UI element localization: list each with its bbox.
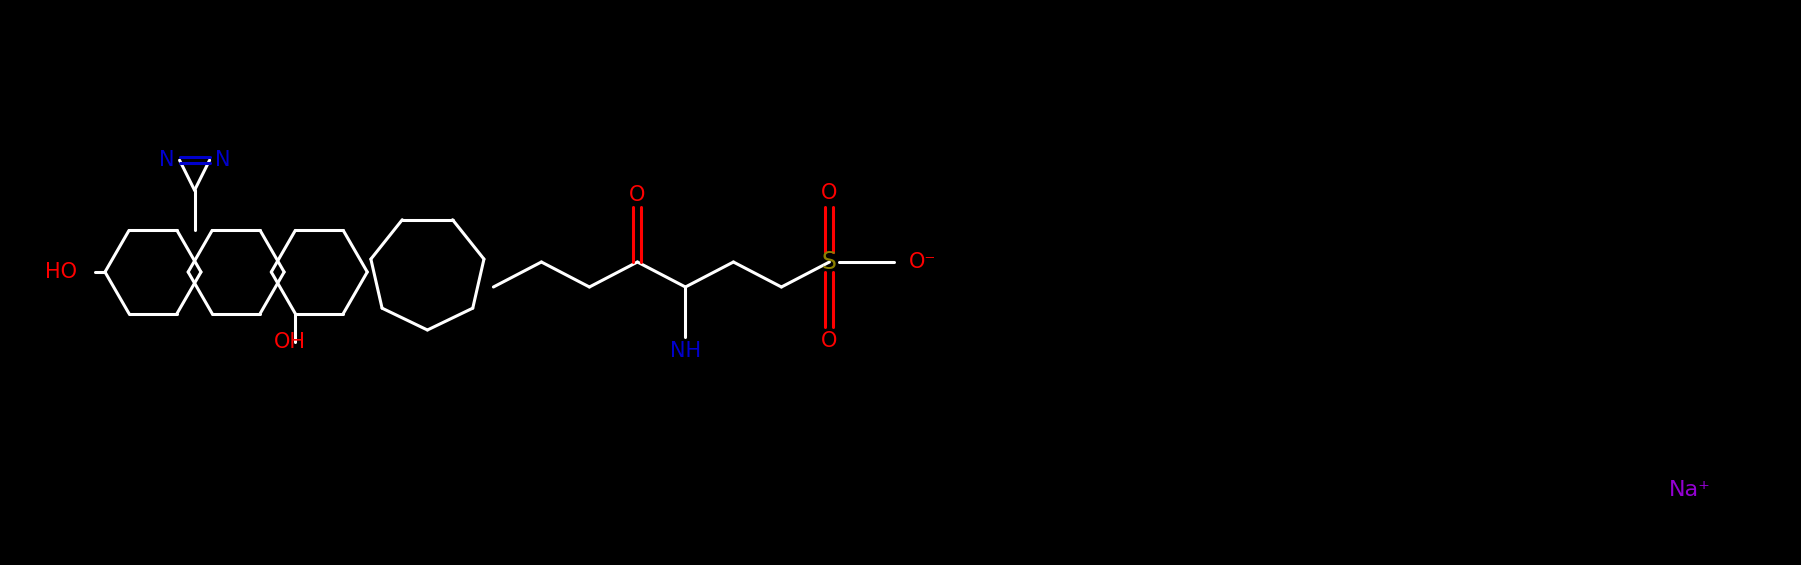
Text: S: S <box>821 250 837 274</box>
Text: OH: OH <box>274 332 306 352</box>
Text: Na⁺: Na⁺ <box>1670 480 1711 500</box>
Text: O: O <box>821 183 837 203</box>
Text: O: O <box>821 331 837 351</box>
Text: O: O <box>629 185 645 205</box>
Text: N: N <box>158 150 175 170</box>
Text: NH: NH <box>670 341 701 361</box>
Text: N: N <box>214 150 231 170</box>
Text: HO: HO <box>45 262 77 282</box>
Text: O⁻: O⁻ <box>908 252 937 272</box>
